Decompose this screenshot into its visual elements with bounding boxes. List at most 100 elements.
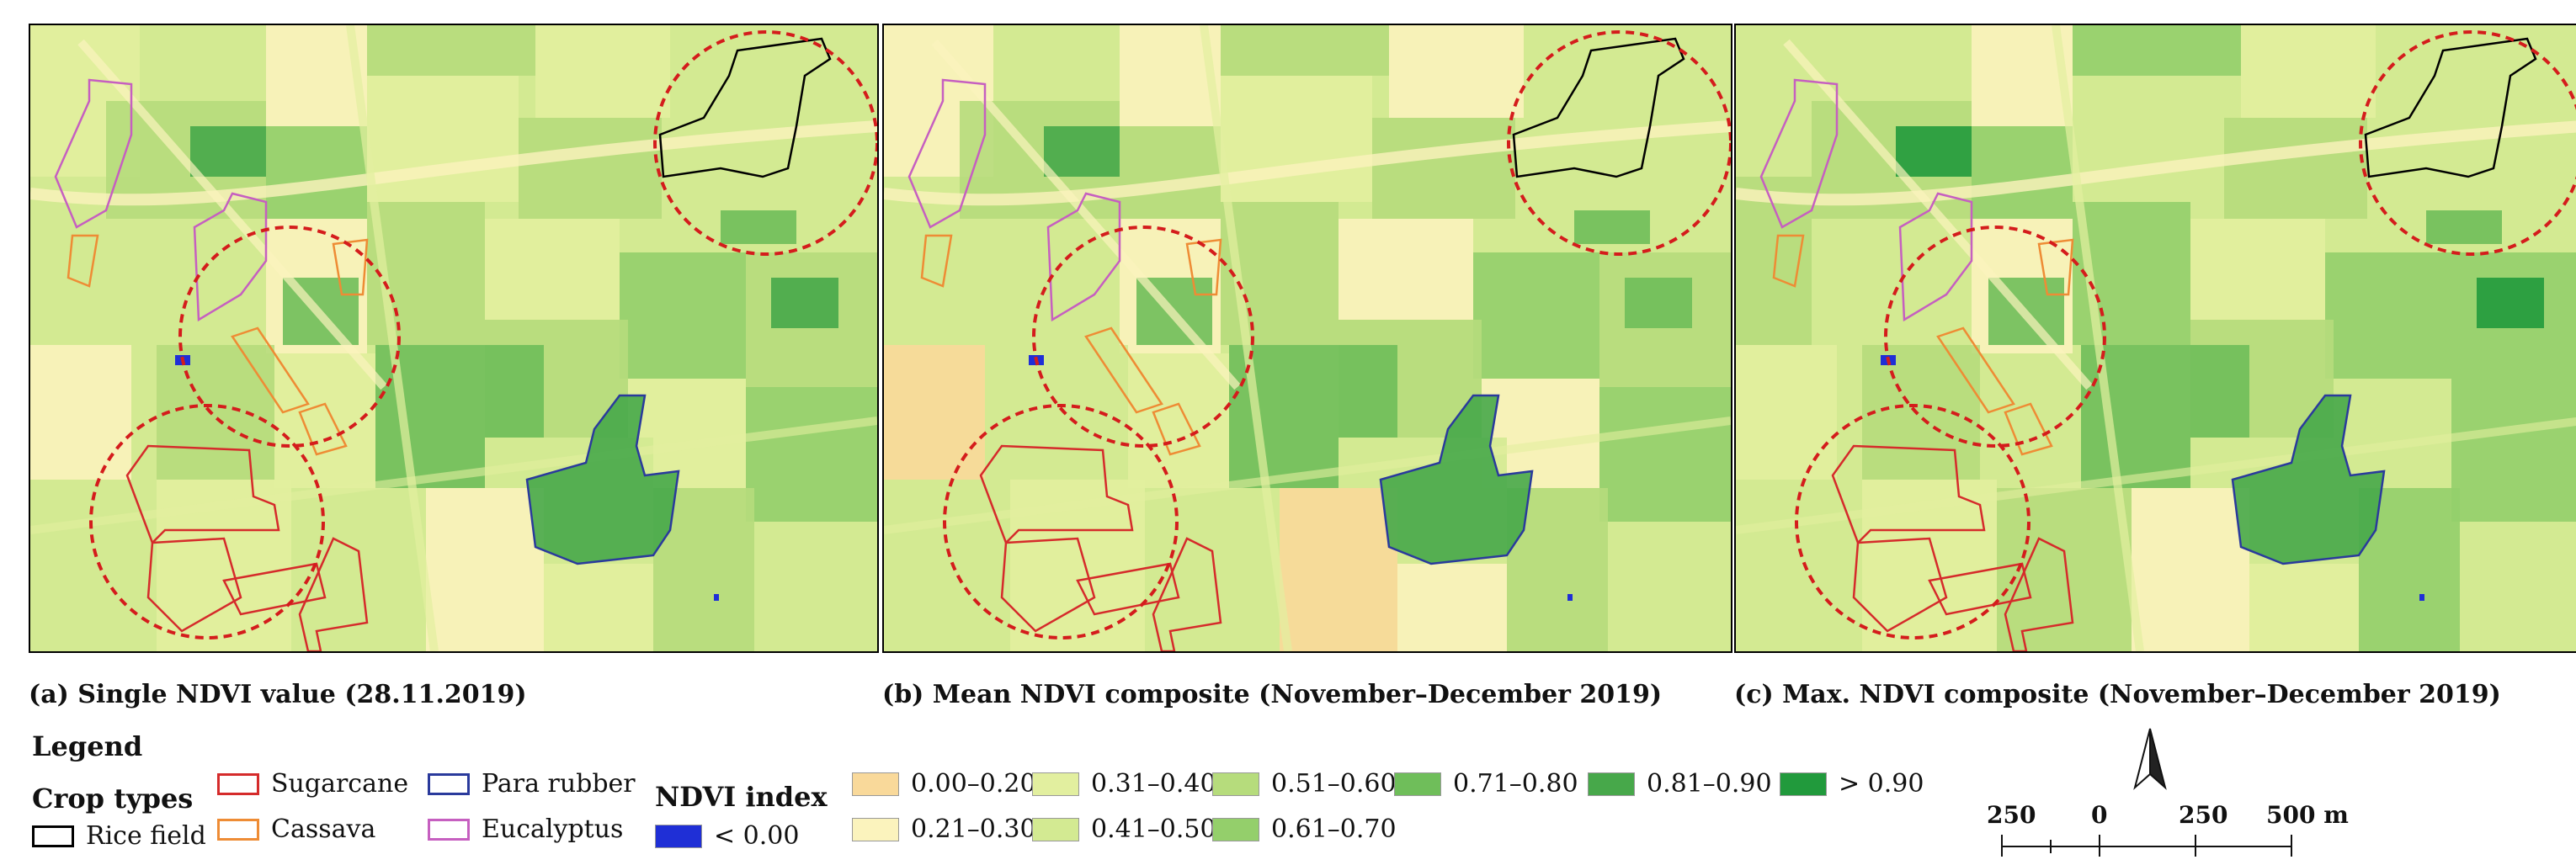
field-patch [2190, 345, 2249, 438]
field-patch [1397, 564, 1507, 651]
legend-cassava: Cassava [217, 815, 375, 844]
field-patch [140, 25, 266, 101]
field-patch [544, 564, 653, 651]
annotation-circle-sugarcane [89, 404, 325, 639]
caption-b: (b) Mean NDVI composite (November–Decemb… [882, 680, 1663, 709]
annotation-circle-cassava [1884, 226, 2106, 448]
cassava-field-polygon [920, 234, 953, 288]
field-patch [1473, 252, 1599, 379]
field-patch [1574, 210, 1650, 244]
field-patch [1389, 25, 1524, 118]
legend-ndvi-71-80: 0.71–0.80 [1394, 769, 1578, 799]
eucalyptus-swatch [428, 818, 470, 841]
rice-field-polygon [658, 37, 832, 178]
cassava-label: Cassava [271, 815, 376, 844]
ndvi-31-40-label: 0.31–0.40 [1091, 769, 1216, 799]
ndvi-0-20-swatch [852, 772, 899, 796]
field-patch [721, 210, 796, 244]
caption-c: (c) Max. NDVI composite (November–Decemb… [1734, 680, 2501, 709]
field-patch [993, 25, 1120, 101]
background-layer [884, 25, 1731, 651]
field-patch [884, 480, 1010, 651]
field-patch [2477, 278, 2544, 328]
ndvi-above-90-swatch [1780, 772, 1827, 796]
field-patch [985, 219, 1120, 345]
ndvi-81-90-label: 0.81–0.90 [1647, 769, 1772, 799]
cassava-swatch [217, 818, 259, 841]
field-patch [1608, 522, 1731, 651]
field-patch [2073, 76, 2224, 202]
legend-ndvi-31-40: 0.31–0.40 [1032, 769, 1216, 799]
background-layer [30, 25, 877, 651]
field-patch [2132, 488, 2249, 651]
legend-ndvi-51-60: 0.51–0.60 [1212, 769, 1397, 799]
ndvi-71-80-swatch [1394, 772, 1441, 796]
field-patch [485, 345, 544, 438]
field-patch [746, 387, 877, 522]
field-patch [1980, 353, 2081, 488]
field-patch [1339, 219, 1473, 320]
ndvi-81-90-swatch [1588, 772, 1635, 796]
ndvi-61-70-swatch [1212, 817, 1259, 841]
field-patch [771, 278, 838, 328]
ndvi-below-zero-swatch [655, 824, 702, 848]
annotation-circle-sugarcane [943, 404, 1179, 639]
legend-para-rubber: Para rubber [428, 769, 636, 799]
cassava-field-polygon [1772, 234, 1805, 288]
field-patch [2241, 25, 2376, 118]
eucalyptus-field-polygon [1759, 78, 1839, 229]
scale-bar-ticks [2001, 835, 2292, 857]
ndvi-below-zero-label: < 0.00 [714, 821, 800, 851]
road-line [30, 120, 877, 206]
legend-ndvi-0-20: 0.00–0.20 [852, 769, 1036, 799]
cassava-field-polygon [1936, 326, 2015, 414]
cassava-field-polygon [2004, 402, 2053, 456]
field-patch [1862, 345, 1980, 480]
para-rubber-field-polygon [2231, 394, 2386, 565]
ndvi-index-title: NDVI index [655, 781, 828, 813]
field-patch [1736, 345, 1837, 480]
field-patch [2224, 118, 2367, 219]
road-line [1200, 25, 1292, 651]
field-patch [190, 126, 266, 177]
ndvi-51-60-swatch [1212, 772, 1259, 796]
field-patch [131, 219, 266, 345]
field-patch [2190, 219, 2325, 320]
crop-fields [54, 37, 832, 651]
field-patch [1221, 25, 1389, 76]
ndvi-above-90-label: > 0.90 [1839, 769, 1924, 799]
road-line [2052, 25, 2144, 651]
field-patch [2426, 210, 2502, 244]
field-patch [266, 126, 367, 219]
cassava-field-polygon [231, 326, 310, 414]
sugarcane-field-polygon [146, 537, 242, 633]
field-patch [620, 252, 746, 379]
field-patch [274, 353, 375, 488]
legend-eucalyptus: Eucalyptus [428, 815, 623, 844]
field-patch [884, 345, 985, 480]
ndvi-31-40-swatch [1032, 772, 1079, 796]
field-patch [2325, 252, 2451, 379]
sugarcane-field-polygon [125, 444, 280, 545]
road-line [1736, 120, 2576, 206]
field-patch [1837, 219, 1972, 345]
field-patch [1221, 76, 1372, 202]
field-patch [1845, 25, 1972, 101]
ndvi-map-c [1736, 25, 2576, 651]
field-patch [1280, 488, 1397, 651]
crop-types-title: Crop types [32, 783, 194, 815]
scale-label-500m: 500 m [2266, 801, 2349, 829]
para-rubber-swatch [428, 772, 470, 795]
field-patch [367, 25, 535, 76]
scale-bar: 250 0 250 500 m [1987, 724, 2408, 857]
map-panel-b [882, 24, 1732, 653]
field-patch [30, 480, 157, 651]
sugarcane-field-polygon [1076, 562, 1180, 616]
cassava-field-polygon [1084, 326, 1163, 414]
ndvi-51-60-label: 0.51–0.60 [1271, 769, 1397, 799]
map-panel-c [1734, 24, 2576, 653]
north-arrow-icon [2125, 725, 2175, 793]
legend-ndvi-41-50: 0.41–0.50 [1032, 815, 1216, 844]
field-patch [1896, 126, 1972, 177]
field-patch [1128, 353, 1229, 488]
